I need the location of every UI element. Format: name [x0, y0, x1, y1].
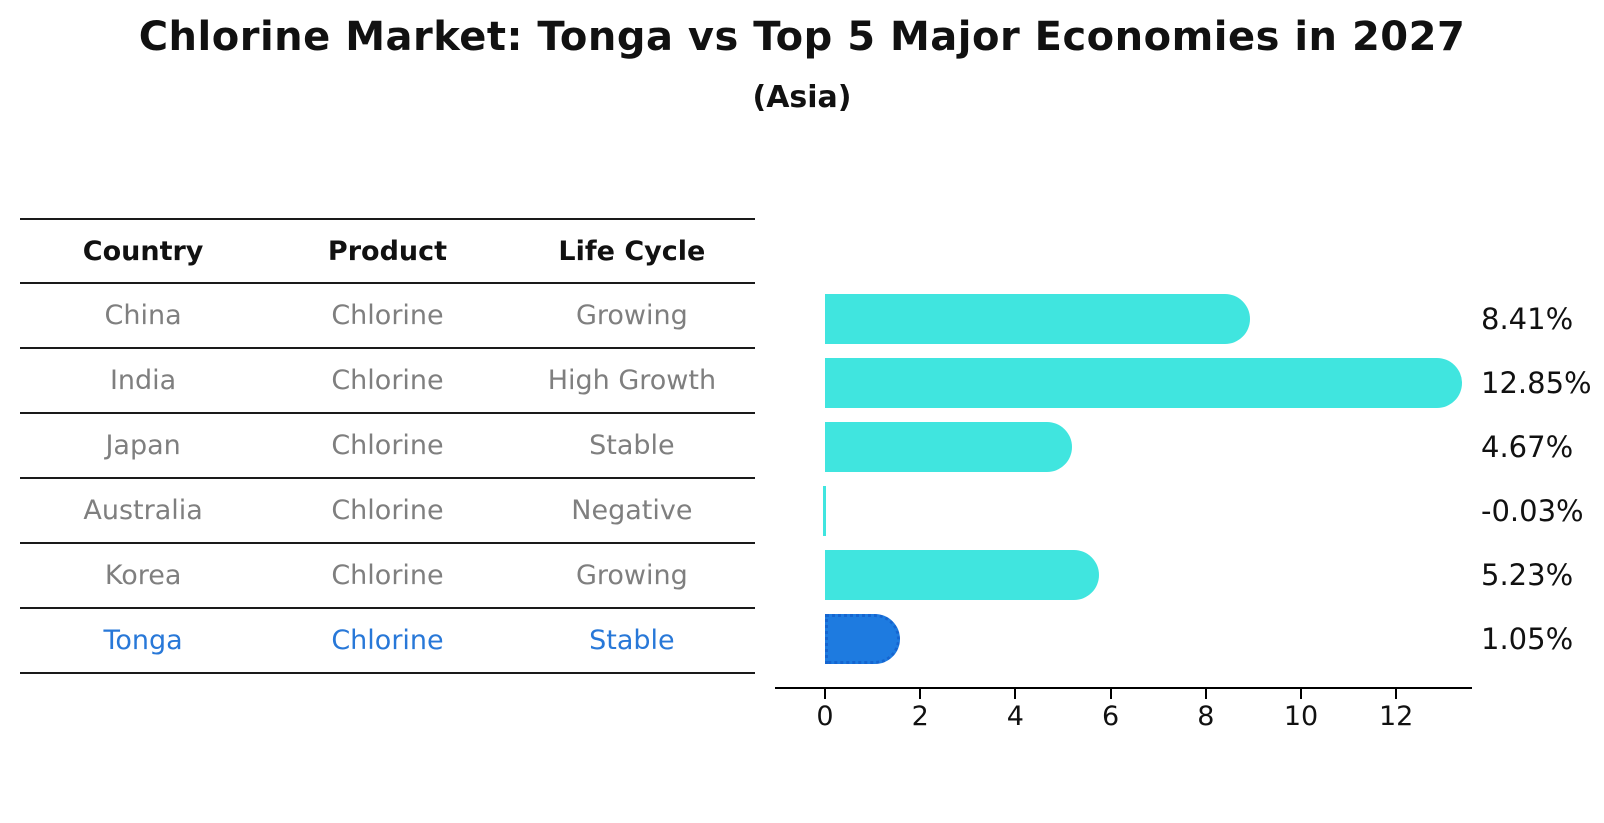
x-tick-4 [1014, 689, 1017, 699]
cell-product: Chlorine [331, 625, 444, 656]
x-axis-line [775, 687, 1472, 689]
x-tick-12 [1395, 689, 1398, 699]
value-label-india: 12.85% [1481, 366, 1592, 400]
chart-title: Chlorine Market: Tonga vs Top 5 Major Ec… [138, 14, 1466, 60]
bar-tonga [825, 614, 900, 664]
x-tick-label-8: 8 [1197, 701, 1215, 732]
value-label-tonga: 1.05% [1481, 622, 1574, 656]
country-table: Country Product Life Cycle China Chlorine Gro… [20, 218, 755, 674]
bar-japan [825, 422, 1073, 472]
value-label-china: 8.41% [1481, 302, 1574, 336]
x-tick-10 [1300, 689, 1302, 699]
value-label-japan: 4.67% [1481, 430, 1574, 464]
cell-country: Australia [83, 495, 203, 526]
cell-product: Chlorine [331, 495, 444, 526]
cell-life_cycle: High Growth [547, 365, 717, 396]
x-tick-2 [919, 689, 922, 699]
cell-life_cycle: Growing [575, 300, 688, 331]
x-tick-0 [824, 689, 826, 699]
chart-subtitle: (Asia) [752, 80, 852, 115]
cell-life_cycle: Stable [589, 625, 675, 656]
bar-china [825, 294, 1251, 344]
table-header-life-cycle: Life Cycle [558, 235, 706, 267]
cell-product: Chlorine [331, 300, 444, 331]
cell-product: Chlorine [331, 430, 444, 461]
cell-product: Chlorine [331, 365, 444, 396]
x-tick-label-2: 2 [911, 701, 929, 732]
x-tick-label-12: 12 [1379, 701, 1414, 732]
table-row-korea: Korea Chlorine Growing [20, 544, 755, 609]
cell-country: India [109, 365, 177, 396]
x-tick-6 [1109, 689, 1112, 699]
bar-korea [825, 550, 1099, 600]
x-tick-label-6: 6 [1102, 701, 1120, 732]
table-header-country: Country [82, 235, 204, 267]
value-label-australia: -0.03% [1481, 494, 1584, 528]
bar-india [825, 358, 1462, 408]
cell-life_cycle: Growing [575, 560, 688, 591]
cell-country: Japan [105, 430, 181, 461]
cell-country: China [104, 300, 182, 331]
table-header-row: Country Product Life Cycle [20, 218, 755, 284]
table-row-japan: Japan Chlorine Stable [20, 414, 755, 479]
x-tick-label-10: 10 [1283, 701, 1319, 732]
cell-country: Korea [104, 560, 182, 591]
cell-country: Tonga [103, 625, 183, 656]
table-header-product: Product [327, 235, 448, 267]
table-row-india: India Chlorine High Growth [20, 349, 755, 414]
cell-product: Chlorine [331, 560, 444, 591]
table-row-australia: Australia Chlorine Negative [20, 479, 755, 544]
x-tick-label-4: 4 [1006, 701, 1024, 732]
table-row-china: China Chlorine Growing [20, 284, 755, 349]
x-tick-8 [1204, 689, 1207, 699]
cell-life_cycle: Negative [571, 495, 693, 526]
bar-australia [823, 486, 826, 536]
value-label-korea: 5.23% [1481, 558, 1574, 592]
cell-life_cycle: Stable [589, 430, 675, 461]
table-row-tonga: Tonga Chlorine Stable [20, 609, 755, 674]
x-tick-label-0: 0 [816, 701, 834, 732]
